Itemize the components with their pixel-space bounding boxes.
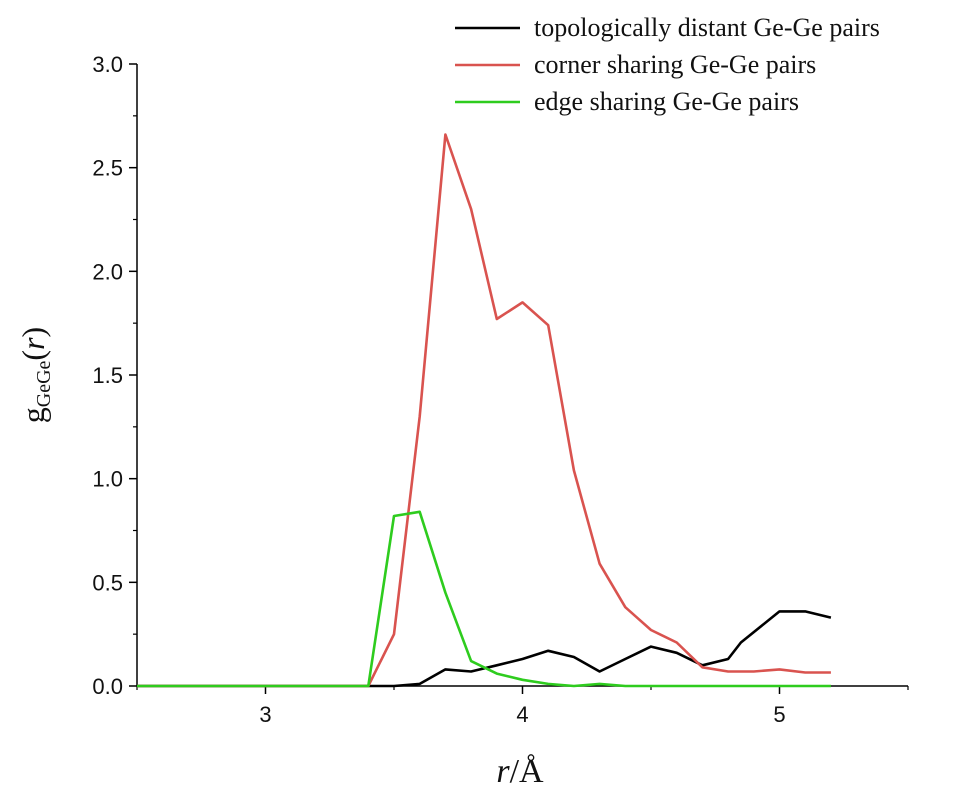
x-tick-label: 5 <box>773 702 785 727</box>
y-tick-label: 0.0 <box>92 674 123 699</box>
y-tick-label: 1.0 <box>92 467 123 492</box>
y-axis-title-main: g <box>15 407 51 423</box>
y-tick-label: 2.5 <box>92 156 123 181</box>
y-tick-label: 3.0 <box>92 52 123 77</box>
legend: topologically distant Ge-Ge pairs corner … <box>455 13 880 116</box>
legend-label-2: corner sharing Ge-Ge pairs <box>534 50 816 79</box>
legend-label-3: edge sharing Ge-Ge pairs <box>534 87 799 116</box>
x-axis-title-variable: r <box>496 753 510 789</box>
series-layer <box>137 133 832 688</box>
series-line-1 <box>137 610 832 688</box>
y-tick-label: 0.5 <box>92 570 123 595</box>
series-line-2 <box>137 133 831 688</box>
x-axis-title: r/Å <box>496 753 544 789</box>
legend-label-1: topologically distant Ge-Ge pairs <box>534 13 880 42</box>
y-axis-title-close: ) <box>15 327 51 338</box>
y-axis-title: gGeGe(r) <box>15 327 55 423</box>
axes: 0.0 0.5 1.0 1.5 2.0 2.5 3.0 3 4 5 <box>92 52 909 727</box>
y-tick-label: 2.0 <box>92 259 123 284</box>
y-axis-title-subscript: GeGe <box>33 360 55 407</box>
series-line-3 <box>137 510 831 688</box>
x-axis-title-unit: /Å <box>510 753 544 789</box>
x-tick-label: 4 <box>516 702 528 727</box>
y-axis-title-open: ( <box>15 350 51 361</box>
y-tick-label: 1.5 <box>92 363 123 388</box>
y-axis-title-variable: r <box>15 337 51 350</box>
x-tick-label: 3 <box>259 702 271 727</box>
